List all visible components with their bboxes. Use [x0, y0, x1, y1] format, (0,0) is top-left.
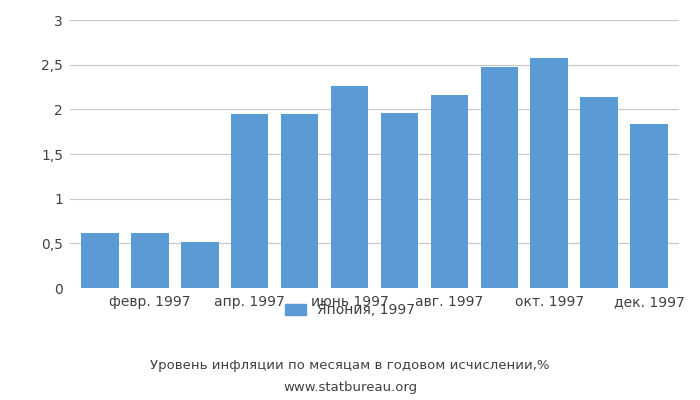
- Bar: [231, 114, 268, 288]
- Bar: [381, 113, 418, 288]
- Bar: [630, 124, 668, 288]
- Bar: [281, 114, 318, 288]
- Bar: [481, 67, 518, 288]
- Bar: [430, 95, 468, 288]
- Bar: [181, 242, 218, 288]
- Bar: [580, 97, 618, 288]
- Text: www.statbureau.org: www.statbureau.org: [283, 382, 417, 394]
- Text: Уровень инфляции по месяцам в годовом исчислении,%: Уровень инфляции по месяцам в годовом ис…: [150, 360, 550, 372]
- Bar: [331, 86, 368, 288]
- Bar: [531, 58, 568, 288]
- Bar: [131, 233, 169, 288]
- Bar: [81, 233, 119, 288]
- Legend: Япония, 1997: Япония, 1997: [279, 298, 421, 323]
